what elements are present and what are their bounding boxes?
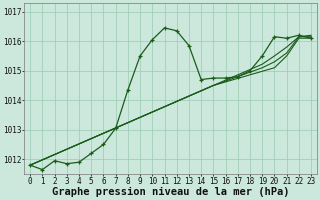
X-axis label: Graphe pression niveau de la mer (hPa): Graphe pression niveau de la mer (hPa) — [52, 187, 289, 197]
